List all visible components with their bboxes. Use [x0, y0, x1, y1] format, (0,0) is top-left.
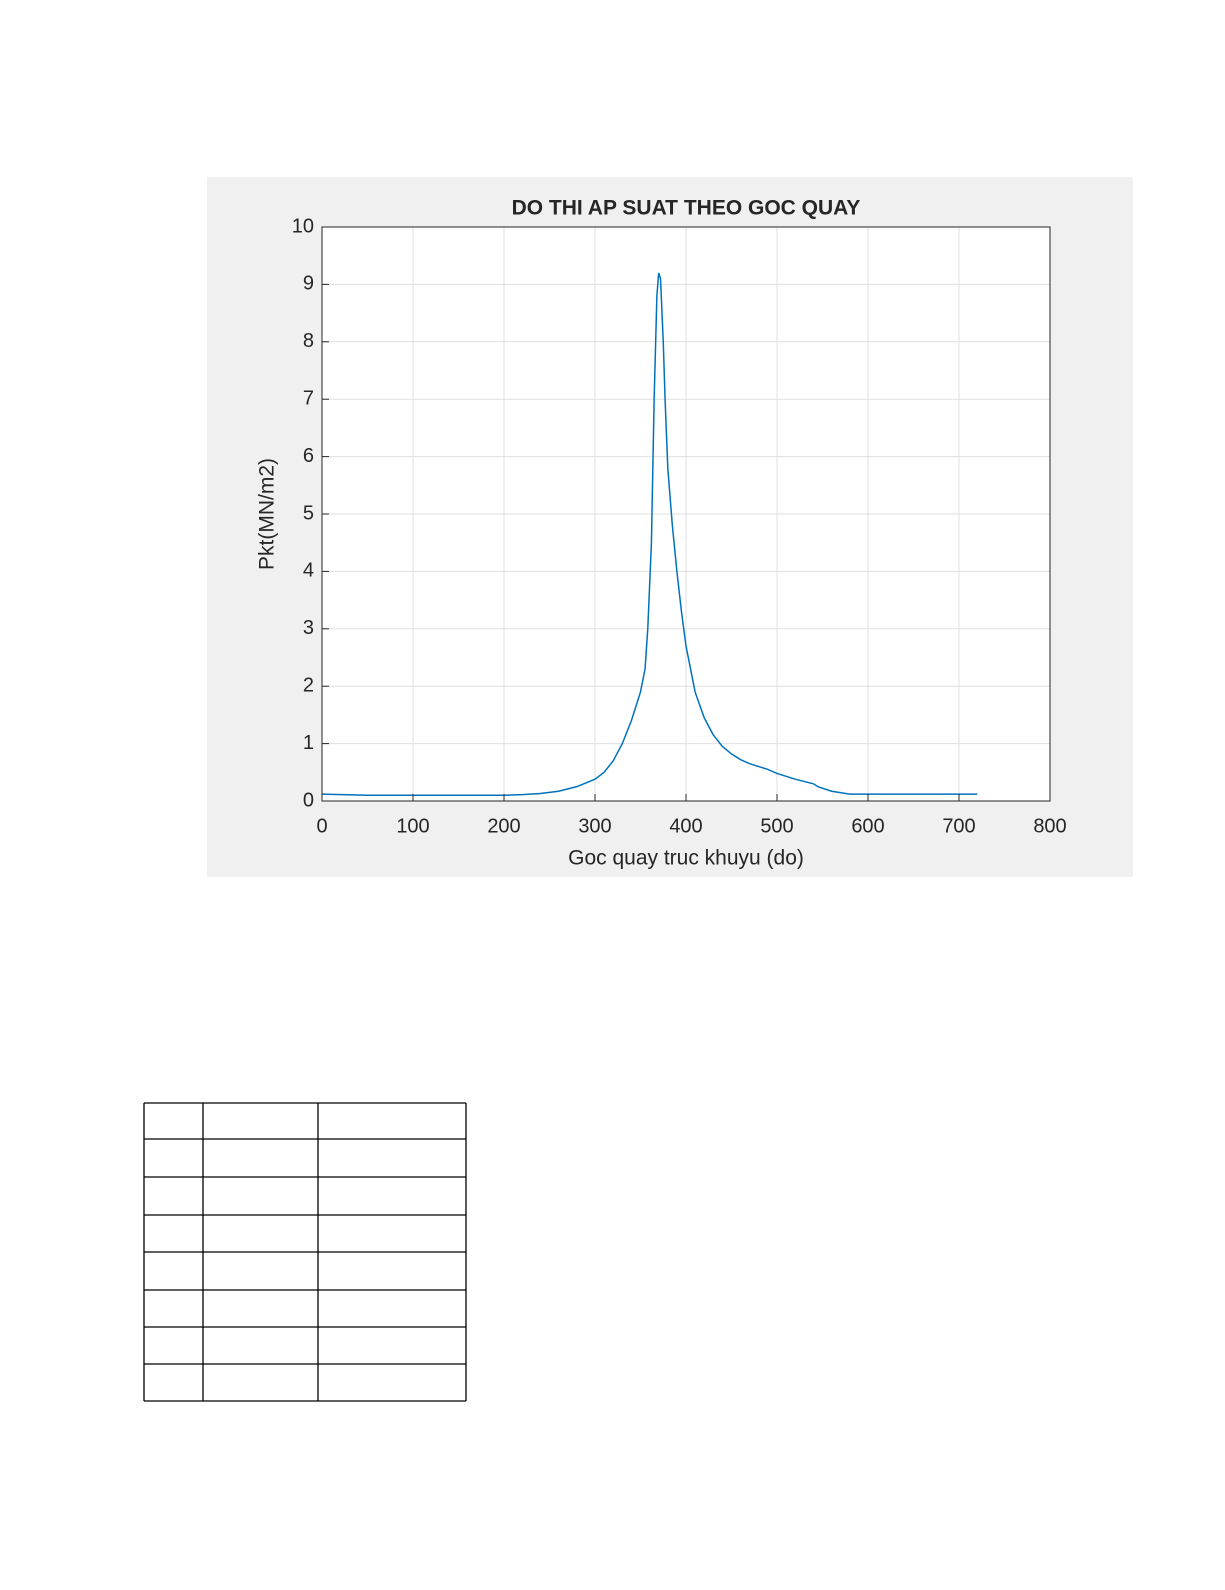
chart-title: DO THI AP SUAT THEO GOC QUAY [512, 197, 861, 220]
y-tick-label: 7 [303, 387, 314, 409]
y-tick-label: 2 [303, 674, 314, 696]
x-tick-label: 400 [669, 815, 702, 837]
y-tick-label: 0 [303, 789, 314, 811]
x-tick-label: 100 [396, 815, 429, 837]
y-tick-label: 8 [303, 330, 314, 352]
y-tick-label: 4 [303, 560, 314, 582]
x-axis-label: Goc quay truc khuyu (do) [568, 847, 804, 870]
x-tick-label: 300 [578, 815, 611, 837]
data-line [321, 272, 978, 797]
x-tick-label: 800 [1033, 815, 1066, 837]
y-tick-label: 9 [303, 273, 314, 295]
empty-table [143, 1102, 467, 1402]
y-axis-label: Pkt(MN/m2) [256, 458, 279, 570]
y-tick-label: 1 [303, 732, 314, 754]
x-tick-label: 500 [760, 815, 793, 837]
y-tick-label: 3 [303, 617, 314, 639]
y-tick-label: 6 [303, 445, 314, 467]
x-tick-label: 200 [487, 815, 520, 837]
x-tick-label: 0 [316, 815, 327, 837]
y-tick-label: 5 [303, 502, 314, 524]
y-tick-label: 10 [292, 215, 314, 237]
x-tick-label: 700 [942, 815, 975, 837]
x-tick-label: 600 [851, 815, 884, 837]
